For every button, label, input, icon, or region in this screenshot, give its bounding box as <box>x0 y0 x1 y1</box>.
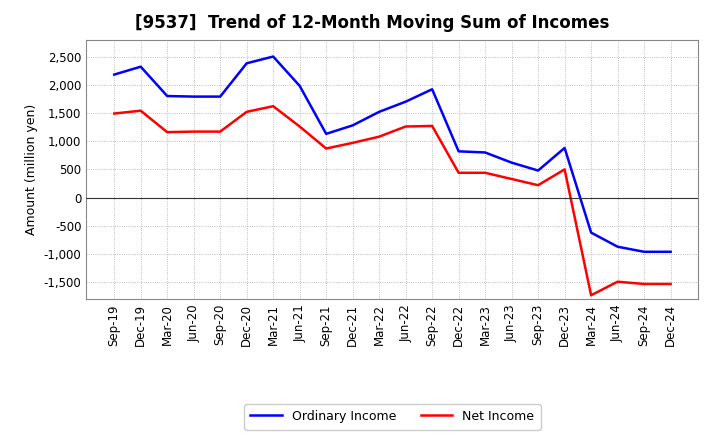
Ordinary Income <box>110 72 119 77</box>
Ordinary Income <box>269 54 277 59</box>
Net Income <box>428 123 436 128</box>
Net Income <box>322 146 330 151</box>
Net Income <box>401 124 410 129</box>
Net Income <box>269 103 277 109</box>
Ordinary Income <box>216 94 225 99</box>
Y-axis label: Amount (million yen): Amount (million yen) <box>25 104 38 235</box>
Ordinary Income <box>295 83 304 88</box>
Ordinary Income <box>322 131 330 136</box>
Net Income <box>110 111 119 116</box>
Net Income <box>375 134 384 139</box>
Net Income <box>534 183 542 188</box>
Net Income <box>216 129 225 134</box>
Ordinary Income <box>375 109 384 114</box>
Text: [9537]  Trend of 12-Month Moving Sum of Incomes: [9537] Trend of 12-Month Moving Sum of I… <box>135 15 610 33</box>
Net Income <box>295 124 304 129</box>
Net Income <box>136 108 145 114</box>
Net Income <box>640 281 649 286</box>
Net Income <box>481 170 490 176</box>
Ordinary Income <box>428 87 436 92</box>
Ordinary Income <box>401 99 410 104</box>
Net Income <box>189 129 198 134</box>
Ordinary Income <box>454 149 463 154</box>
Net Income <box>560 167 569 172</box>
Line: Net Income: Net Income <box>114 106 670 295</box>
Ordinary Income <box>560 145 569 150</box>
Legend: Ordinary Income, Net Income: Ordinary Income, Net Income <box>244 404 541 429</box>
Ordinary Income <box>508 160 516 165</box>
Ordinary Income <box>640 249 649 254</box>
Ordinary Income <box>534 168 542 173</box>
Net Income <box>613 279 622 284</box>
Net Income <box>666 281 675 286</box>
Ordinary Income <box>587 230 595 235</box>
Ordinary Income <box>243 61 251 66</box>
Net Income <box>508 176 516 182</box>
Ordinary Income <box>613 244 622 249</box>
Ordinary Income <box>348 123 357 128</box>
Net Income <box>348 140 357 146</box>
Ordinary Income <box>189 94 198 99</box>
Ordinary Income <box>163 93 171 99</box>
Net Income <box>163 129 171 135</box>
Ordinary Income <box>136 64 145 70</box>
Net Income <box>454 170 463 176</box>
Ordinary Income <box>481 150 490 155</box>
Net Income <box>243 109 251 114</box>
Line: Ordinary Income: Ordinary Income <box>114 56 670 252</box>
Net Income <box>587 293 595 298</box>
Ordinary Income <box>666 249 675 254</box>
